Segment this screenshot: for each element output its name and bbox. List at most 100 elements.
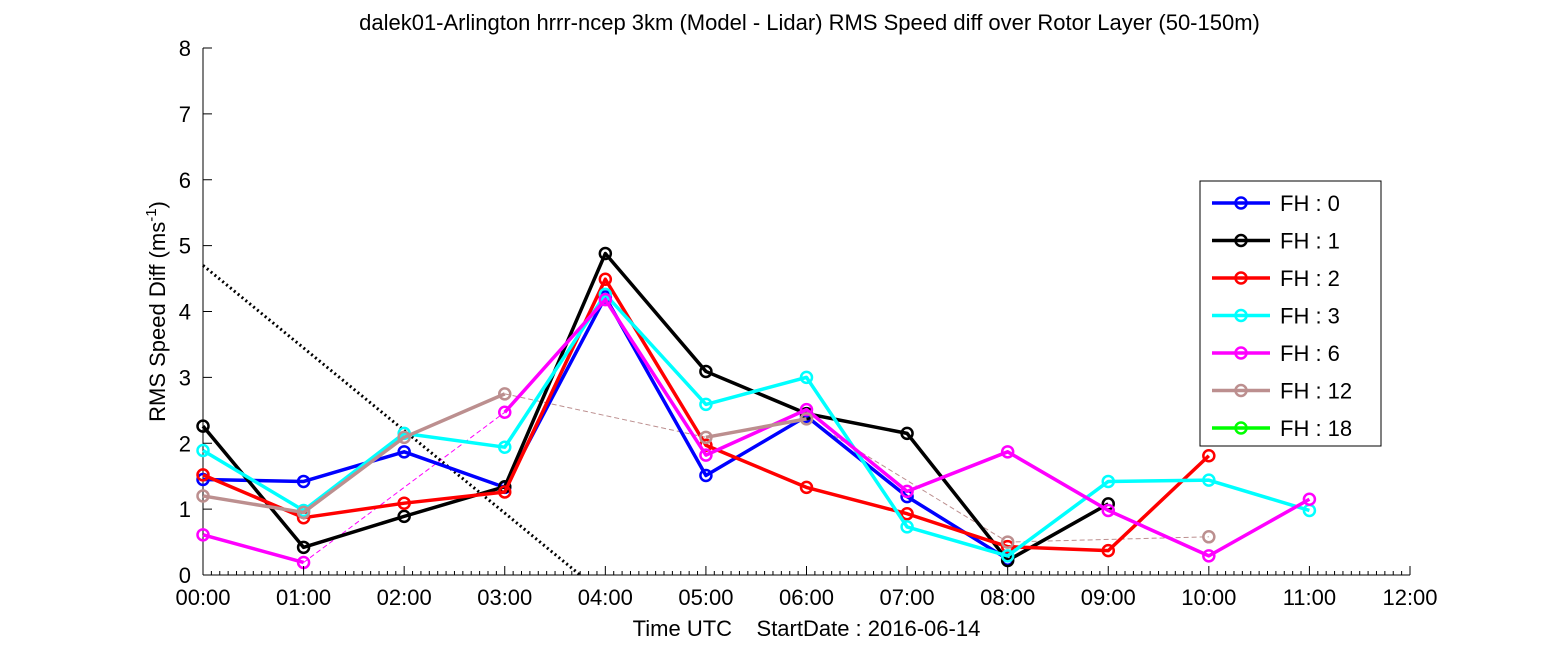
legend-swatch-marker [1234, 308, 1248, 323]
legend-item: FH : 0 [1212, 191, 1340, 216]
series [196, 292, 1317, 570]
series [196, 287, 1317, 563]
y-tick-label: 1 [179, 497, 191, 522]
series-marker [1000, 539, 1015, 554]
chart-title: dalek01-Arlington hrrr-ncep 3km (Model -… [359, 10, 1260, 35]
legend-swatch-marker [1234, 233, 1248, 248]
y-tick-label: 6 [179, 168, 191, 193]
series [196, 272, 1216, 558]
legend-item: FH : 6 [1212, 341, 1340, 366]
y-tick-label: 2 [179, 431, 191, 456]
legend-item: FH : 18 [1212, 416, 1352, 441]
series [196, 387, 1216, 549]
series-marker [1101, 543, 1115, 558]
series-marker [900, 484, 914, 499]
x-axis-ticks: 00:00 01:00 02:00 03:00 04:00 05:00 06:00 07:00… [175, 566, 1438, 610]
legend-item: FH : 12 [1212, 379, 1352, 404]
series-marker [1202, 549, 1216, 563]
series-gap-connector [806, 418, 1008, 543]
x-tick-label: 12:00 [1382, 585, 1437, 610]
series-marker [498, 387, 512, 401]
annotation-layer [202, 264, 582, 577]
x-axis-label: Time UTC StartDate : 2016-06-14 [633, 616, 981, 641]
legend-swatch-marker [1234, 346, 1248, 360]
series-line [202, 533, 305, 565]
series-layer [196, 246, 1317, 570]
legend-swatch-marker [1234, 421, 1248, 435]
series-gap-connector [504, 393, 707, 438]
series-marker [799, 370, 814, 385]
series-marker [598, 272, 613, 286]
series-marker [196, 468, 210, 482]
legend-label: FH : 6 [1280, 341, 1340, 366]
series-marker [498, 440, 512, 454]
legend-swatch-marker [1234, 196, 1248, 210]
legend-swatch-marker [1234, 271, 1248, 285]
series-marker [699, 364, 713, 379]
legend-label: FH : 18 [1280, 416, 1352, 441]
y-tick-label: 5 [179, 234, 191, 259]
series-marker [296, 540, 311, 555]
x-tick-label: 06:00 [779, 585, 834, 610]
series-marker [296, 474, 311, 489]
legend-item: FH : 3 [1212, 304, 1340, 329]
series-marker [1202, 449, 1216, 463]
series-marker [799, 402, 814, 417]
series-marker [699, 430, 713, 445]
series-marker [196, 528, 210, 542]
series-marker [397, 509, 411, 524]
x-tick-label: 11:00 [1283, 585, 1336, 610]
series-marker [799, 412, 814, 426]
series-marker [900, 506, 914, 521]
y-axis-ticks: 0 1 2 3 4 5 6 7 8 [179, 36, 212, 588]
x-tick-label: 01:00 [276, 585, 331, 610]
series-marker [196, 472, 210, 487]
series-marker [799, 480, 814, 495]
series-marker [699, 448, 713, 462]
y-axis-label-main: RMS Speed Diff (ms [145, 222, 170, 422]
series-marker [1101, 503, 1115, 518]
series-line [202, 292, 1310, 558]
legend-item: FH : 1 [1212, 229, 1340, 254]
series-line [503, 297, 1311, 558]
legend-label: FH : 0 [1280, 191, 1340, 216]
series-marker [699, 468, 713, 483]
series-gap-lines [303, 393, 1209, 563]
series-marker [397, 496, 411, 510]
series-marker [900, 520, 914, 534]
y-axis-label: RMS Speed Diff (ms-1) [143, 201, 170, 422]
series-line [202, 277, 1211, 553]
series-marker [296, 505, 311, 520]
y-axis-label-close: ) [145, 201, 170, 208]
series-marker [1101, 474, 1115, 489]
y-tick-label: 8 [179, 36, 191, 61]
series-marker [900, 426, 914, 441]
series-marker [1000, 535, 1015, 549]
series-line [202, 392, 506, 515]
legend-box [1199, 180, 1382, 447]
x-tick-label: 03:00 [477, 585, 532, 610]
x-tick-label: 09:00 [1081, 585, 1136, 610]
series-marker [196, 419, 210, 433]
series-marker [1202, 473, 1216, 487]
series-marker [397, 430, 411, 445]
series-marker [699, 397, 713, 412]
series-line [705, 417, 807, 440]
series [196, 246, 1115, 568]
y-axis-label-superscript: -1 [143, 208, 160, 221]
legend: FH : 0 FH : 1 FH : 2 FH : 3 FH : 6 FH : 12 FH … [1199, 180, 1382, 447]
y-tick-label: 7 [179, 102, 191, 127]
legend-label: FH : 3 [1280, 304, 1340, 329]
x-tick-label: 00:00 [175, 585, 230, 610]
legend-label: FH : 12 [1280, 379, 1352, 404]
x-tick-label: 07:00 [880, 585, 935, 610]
series-marker [498, 485, 512, 499]
legend-label: FH : 2 [1280, 266, 1340, 291]
y-tick-label: 0 [179, 563, 191, 588]
series-marker [397, 445, 411, 459]
series-marker [598, 292, 613, 307]
series-marker [498, 405, 512, 420]
series-marker [1000, 445, 1015, 459]
x-tick-label: 02:00 [377, 585, 432, 610]
